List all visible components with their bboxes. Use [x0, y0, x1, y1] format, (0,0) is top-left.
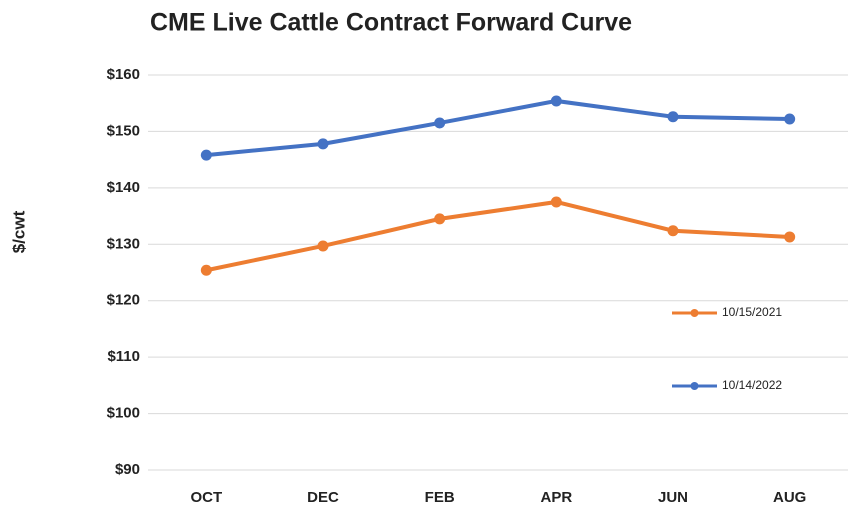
x-tick-label: JUN [658, 489, 688, 506]
y-tick-label: $90 [115, 461, 140, 478]
y-tick-label: $150 [107, 122, 140, 139]
series-line [206, 98, 790, 158]
point [550, 196, 562, 208]
point [550, 95, 562, 107]
legend-label: 10/15/2021 [722, 305, 782, 319]
point [200, 149, 212, 161]
series-line [205, 199, 790, 273]
point [317, 138, 329, 150]
point [434, 117, 446, 129]
chart-title: CME Live Cattle Contract Forward Curve [150, 9, 632, 37]
y-tick-label: $130 [107, 235, 140, 252]
legend-label: 10/14/2022 [722, 378, 782, 392]
legend-marker [690, 309, 699, 317]
x-tick-label: APR [540, 489, 572, 506]
point [667, 225, 679, 237]
y-axis-label: $/cwt [9, 210, 28, 253]
y-tick-label: $140 [107, 179, 140, 196]
y-tick-label: $100 [107, 405, 140, 422]
y-tick-label: $160 [107, 66, 140, 83]
x-tick-label: OCT [190, 489, 222, 506]
point [434, 213, 446, 225]
y-tick-label: $120 [107, 292, 140, 309]
legend-marker [690, 382, 699, 390]
point [784, 231, 796, 243]
point [317, 240, 329, 252]
point [200, 264, 212, 276]
point [667, 111, 679, 123]
point [784, 113, 796, 125]
x-tick-label: AUG [773, 489, 806, 506]
y-tick-label: $110 [107, 348, 140, 365]
x-tick-label: DEC [307, 489, 339, 506]
x-tick-label: FEB [425, 489, 455, 506]
